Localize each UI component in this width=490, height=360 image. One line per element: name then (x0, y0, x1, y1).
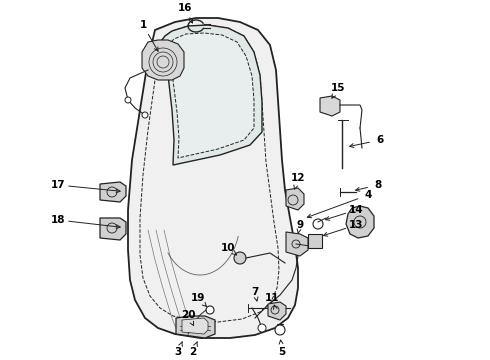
Polygon shape (168, 33, 254, 158)
Text: 13: 13 (349, 220, 363, 230)
Circle shape (258, 324, 266, 332)
Polygon shape (268, 302, 286, 320)
Text: 1: 1 (139, 20, 147, 30)
Text: 2: 2 (189, 347, 196, 357)
Circle shape (275, 325, 285, 335)
Text: 9: 9 (296, 220, 304, 230)
Polygon shape (320, 96, 340, 116)
Polygon shape (162, 25, 262, 165)
Circle shape (206, 306, 214, 314)
Text: 8: 8 (374, 180, 382, 190)
Text: 16: 16 (178, 3, 192, 13)
Circle shape (125, 97, 131, 103)
Text: 11: 11 (265, 293, 279, 303)
Polygon shape (286, 188, 304, 210)
Polygon shape (286, 232, 308, 256)
Circle shape (142, 112, 148, 118)
Text: 14: 14 (349, 205, 363, 215)
Text: 17: 17 (50, 180, 65, 190)
Text: 10: 10 (221, 243, 235, 253)
Text: 15: 15 (331, 83, 345, 93)
Polygon shape (142, 40, 184, 80)
Text: 5: 5 (278, 347, 286, 357)
Polygon shape (100, 218, 126, 240)
Text: 4: 4 (364, 190, 372, 200)
Text: 3: 3 (174, 347, 182, 357)
Text: 18: 18 (51, 215, 65, 225)
Text: 7: 7 (251, 287, 259, 297)
Circle shape (234, 252, 246, 264)
Polygon shape (128, 18, 298, 338)
Polygon shape (100, 182, 126, 202)
Polygon shape (346, 206, 374, 238)
Polygon shape (176, 316, 215, 338)
Text: 6: 6 (376, 135, 384, 145)
Text: 12: 12 (291, 173, 305, 183)
Polygon shape (308, 234, 322, 248)
Text: 20: 20 (181, 310, 195, 320)
Polygon shape (182, 318, 208, 334)
Circle shape (193, 325, 199, 331)
Text: 19: 19 (191, 293, 205, 303)
